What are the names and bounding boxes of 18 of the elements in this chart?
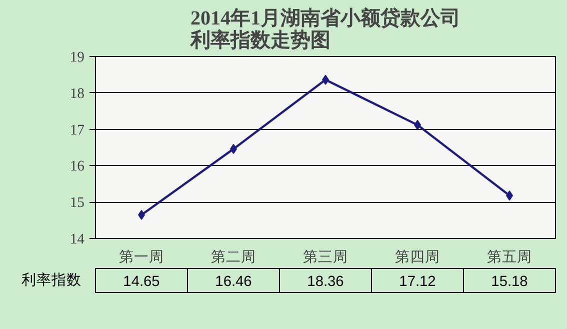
data-label: 18.36: [307, 274, 344, 290]
y-tick-label: 14: [70, 232, 86, 248]
x-tick-label: 第四周: [395, 248, 440, 266]
data-label: 17.12: [399, 274, 436, 290]
y-tick-label: 15: [70, 195, 84, 212]
x-tick-label: 第五周: [487, 248, 532, 266]
x-tick-label: 第三周: [303, 248, 348, 266]
x-tick-label: 第二周: [211, 248, 256, 266]
x-tick-label: 第一周: [119, 248, 164, 266]
data-label: 15.18: [491, 274, 528, 290]
y-tick-label: 18: [70, 86, 84, 102]
y-tick-label: 16: [70, 158, 84, 175]
y-tick-label: 19: [70, 50, 84, 66]
chart-title: 2014年1月湖南省小额贷款公司利率指数走势图: [190, 6, 460, 52]
data-label: 16.46: [215, 274, 252, 290]
y-tick-label: 17: [70, 122, 84, 138]
data-label: 14.65: [123, 274, 160, 290]
text: 利率指数: [22, 272, 82, 288]
